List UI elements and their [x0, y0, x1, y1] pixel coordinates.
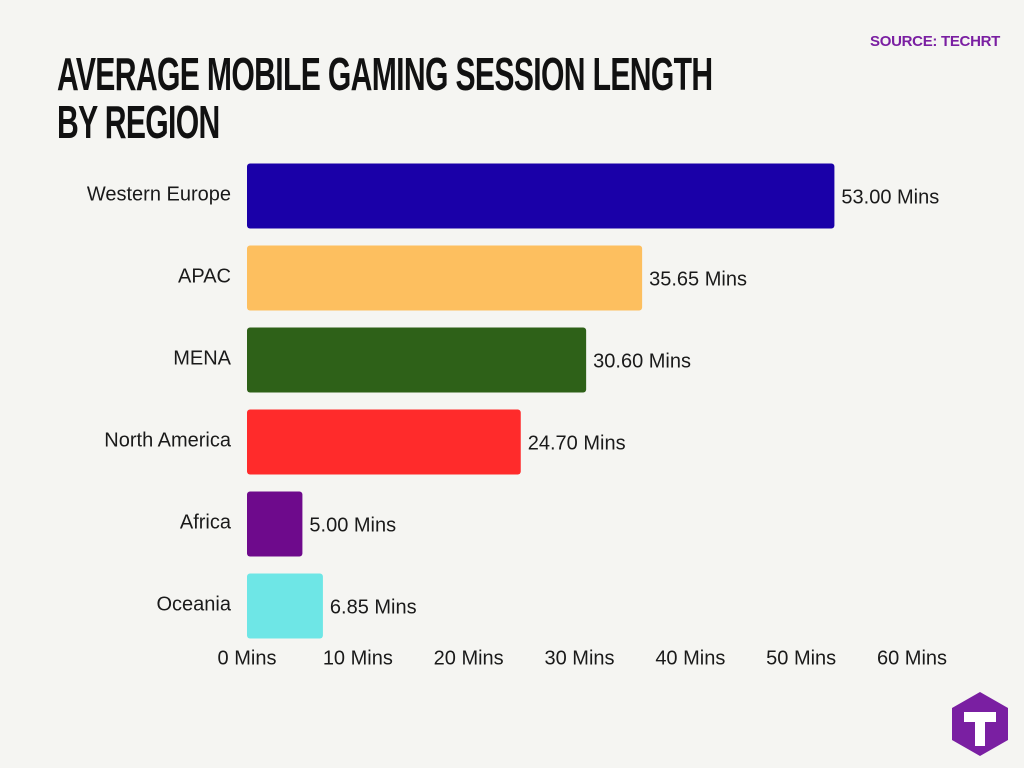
bar	[247, 163, 835, 229]
y-tick-label: Africa	[180, 511, 232, 533]
x-tick-label: 30 Mins	[544, 647, 614, 669]
logo-letter	[964, 712, 996, 746]
x-tick-label: 60 Mins	[877, 647, 947, 669]
source-note: SOURCE: TECHRT	[870, 33, 1000, 50]
x-tick-label: 40 Mins	[655, 647, 725, 669]
bar	[247, 491, 303, 557]
value-label: 24.70 Mins	[528, 432, 626, 454]
y-tick-label: Oceania	[157, 593, 232, 615]
chart-title: AVERAGE MOBILE GAMING SESSION LENGTH BY …	[57, 48, 713, 148]
value-label: 30.60 Mins	[593, 350, 691, 372]
y-tick-label: North America	[104, 429, 232, 451]
bar	[247, 573, 323, 639]
x-tick-label: 10 Mins	[323, 647, 393, 669]
bar	[247, 409, 521, 475]
x-tick-label: 0 Mins	[218, 647, 277, 669]
value-label: 35.65 Mins	[649, 268, 747, 290]
bar	[247, 245, 643, 311]
y-tick-label: Western Europe	[87, 183, 231, 205]
logo	[952, 692, 1008, 756]
value-label: 6.85 Mins	[330, 596, 417, 618]
y-tick-label: MENA	[173, 347, 231, 369]
value-label: 53.00 Mins	[841, 186, 939, 208]
bar	[247, 327, 587, 393]
value-label: 5.00 Mins	[309, 514, 396, 536]
x-tick-label: 50 Mins	[766, 647, 836, 669]
x-tick-label: 20 Mins	[434, 647, 504, 669]
y-tick-label: APAC	[178, 265, 231, 287]
